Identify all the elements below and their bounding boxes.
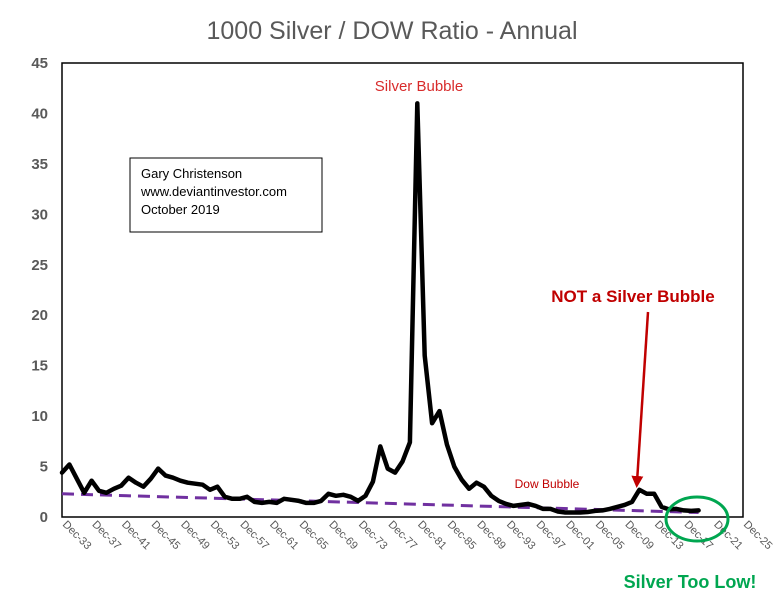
x-tick-label: Dec-53: [208, 519, 242, 553]
dow-bubble-trend-line: [61, 492, 699, 514]
x-tick-label: Dec-17: [682, 519, 716, 553]
x-tick-label: Dec-37: [89, 519, 123, 553]
y-tick-label: 40: [31, 105, 48, 122]
y-tick-label: 5: [40, 459, 48, 476]
x-tick-label: Dec-73: [356, 519, 390, 553]
author-website: www.deviantinvestor.com: [140, 184, 287, 199]
y-tick-label: 10: [31, 408, 48, 425]
x-tick-label: Dec-97: [534, 519, 568, 553]
x-tick-label: Dec-85: [445, 519, 479, 553]
y-tick-label: 15: [31, 358, 48, 375]
x-tick-label: Dec-77: [386, 519, 420, 553]
author-date: October 2019: [141, 202, 220, 217]
author-name: Gary Christenson: [141, 166, 242, 181]
chart-title: 1000 Silver / DOW Ratio - Annual: [207, 17, 578, 45]
annotation-arrow: [631, 311, 650, 488]
y-tick-label: 30: [31, 206, 48, 223]
x-tick-label: Dec-69: [326, 519, 360, 553]
y-tick-label: 25: [31, 257, 48, 274]
y-tick-label: 35: [31, 156, 48, 173]
dow-bubble-annotation: Dow Bubble: [515, 477, 580, 491]
x-tick-label: Dec-93: [504, 519, 538, 553]
x-tick-label: Dec-81: [415, 519, 449, 553]
not-a-silver-bubble-annotation: NOT a Silver Bubble: [551, 287, 714, 306]
x-tick-label: Dec-57: [238, 519, 272, 553]
silver-bubble-annotation: Silver Bubble: [375, 78, 463, 95]
y-tick-label: 45: [31, 55, 48, 72]
x-tick-label: Dec-33: [60, 519, 94, 553]
x-tick-label: Dec-25: [741, 519, 775, 553]
x-tick-label: Dec-49: [178, 519, 212, 553]
x-tick-label: Dec-01: [563, 519, 597, 553]
x-tick-label: Dec-41: [119, 519, 153, 553]
x-tick-label: Dec-65: [297, 519, 331, 553]
silver-too-low-annotation: Silver Too Low!: [624, 572, 757, 592]
x-tick-label: Dec-61: [267, 519, 301, 553]
y-tick-label: 0: [40, 509, 48, 526]
plot-area-border: [61, 62, 744, 518]
y-tick-label: 20: [31, 307, 48, 324]
silver-dow-ratio-line: [59, 101, 701, 515]
author-text-box: [129, 157, 323, 233]
x-tick-label: Dec-89: [474, 519, 508, 553]
x-tick-label: Dec-05: [593, 519, 627, 553]
silver-too-low-circle: [664, 495, 730, 543]
y-axis-ticks: 0 5 10 15 20 25 30 35 40 45: [31, 55, 48, 526]
x-tick-label: Dec-13: [652, 519, 686, 553]
x-tick-label: Dec-45: [149, 519, 183, 553]
x-tick-label: Dec-09: [622, 519, 656, 553]
